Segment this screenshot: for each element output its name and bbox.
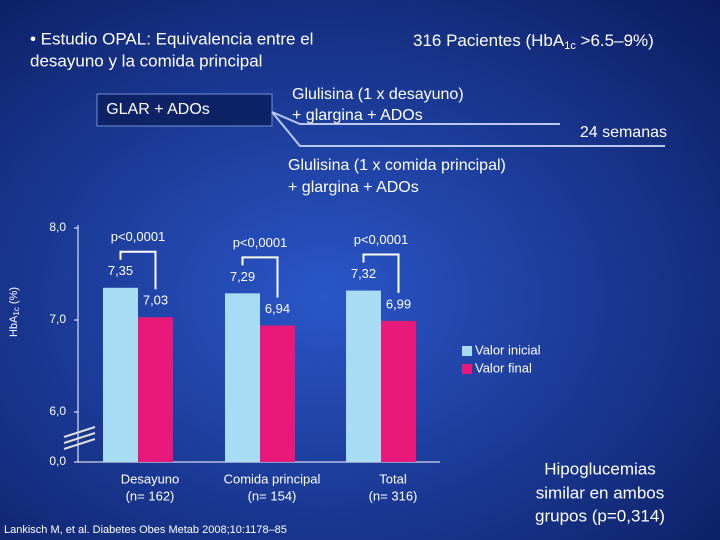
baseline-label: GLAR + ADOs xyxy=(106,101,210,118)
arm-label: + glargina + ADOs xyxy=(292,107,423,124)
y-tick-label: 7,0 xyxy=(49,312,66,326)
x-tick-label: Desayuno xyxy=(121,471,180,486)
value-label: 7,03 xyxy=(143,293,168,308)
patients-sub: 1c xyxy=(564,40,576,52)
y-axis-label: HbA1c (%) xyxy=(8,287,21,337)
bar xyxy=(381,320,416,462)
y-label-sub: 1c xyxy=(12,307,21,315)
y-tick-label: 6,0 xyxy=(49,404,66,418)
bullet-line: desayuno y la comida principal xyxy=(30,51,262,70)
value-label: 6,94 xyxy=(265,301,290,316)
bar xyxy=(346,290,381,462)
value-label: 7,32 xyxy=(351,266,376,281)
x-tick-label: (n= 162) xyxy=(126,488,175,503)
duration: 24 semanas xyxy=(580,124,667,141)
arm-lines xyxy=(271,111,665,147)
baseline-box xyxy=(96,93,273,127)
value-label: 6,99 xyxy=(386,296,411,311)
x-tick-label: (n= 316) xyxy=(369,488,418,503)
x-tick-label: (n= 154) xyxy=(248,488,297,503)
p-bracket xyxy=(119,250,157,290)
arm-label: Glulisina (1 x comida principal) xyxy=(288,157,506,174)
hypoglycemia: similar en ambos xyxy=(536,483,665,502)
legend-swatch xyxy=(462,346,472,356)
patients-text: 316 Pacientes (HbA xyxy=(413,31,565,50)
hypoglycemia: grupos (p=0,314) xyxy=(535,506,665,525)
bar xyxy=(260,325,295,462)
patients-text: >6.5–9%) xyxy=(576,31,654,50)
bullet-line: • Estudio OPAL: Equivalencia entre el xyxy=(30,29,313,48)
arm-label: Glulisina (1 x desayuno) xyxy=(292,86,464,103)
p-value: p<0,0001 xyxy=(233,235,288,250)
x-tick-label: Total xyxy=(379,471,407,486)
hypoglycemia: Hipoglucemias xyxy=(544,459,656,478)
y-tick-label: 8,0 xyxy=(49,220,66,234)
value-label: 7,29 xyxy=(230,269,255,284)
patients: 316 Pacientes (HbA1c >6.5–9%) xyxy=(413,31,654,51)
axis-break xyxy=(63,426,96,450)
citation: Lankisch M, et al. Diabetes Obes Metab 2… xyxy=(4,524,287,536)
y-tick-label: 0,0 xyxy=(49,454,66,468)
bar xyxy=(103,287,138,462)
y-label-text: (%) xyxy=(8,287,20,307)
y-label-text: HbA xyxy=(8,315,20,337)
p-value: p<0,0001 xyxy=(111,229,166,244)
p-bracket xyxy=(241,256,279,298)
legend-swatch xyxy=(462,364,472,374)
legend-label: Valor inicial xyxy=(475,342,541,357)
p-value: p<0,0001 xyxy=(354,232,409,247)
x-tick-label: Comida principal xyxy=(224,471,321,486)
bar xyxy=(138,317,173,462)
p-bracket xyxy=(362,253,400,293)
arm-label: + glargina + ADOs xyxy=(288,179,419,196)
value-label: 7,35 xyxy=(108,263,133,278)
bar xyxy=(225,293,260,462)
legend-label: Valor final xyxy=(475,360,532,375)
